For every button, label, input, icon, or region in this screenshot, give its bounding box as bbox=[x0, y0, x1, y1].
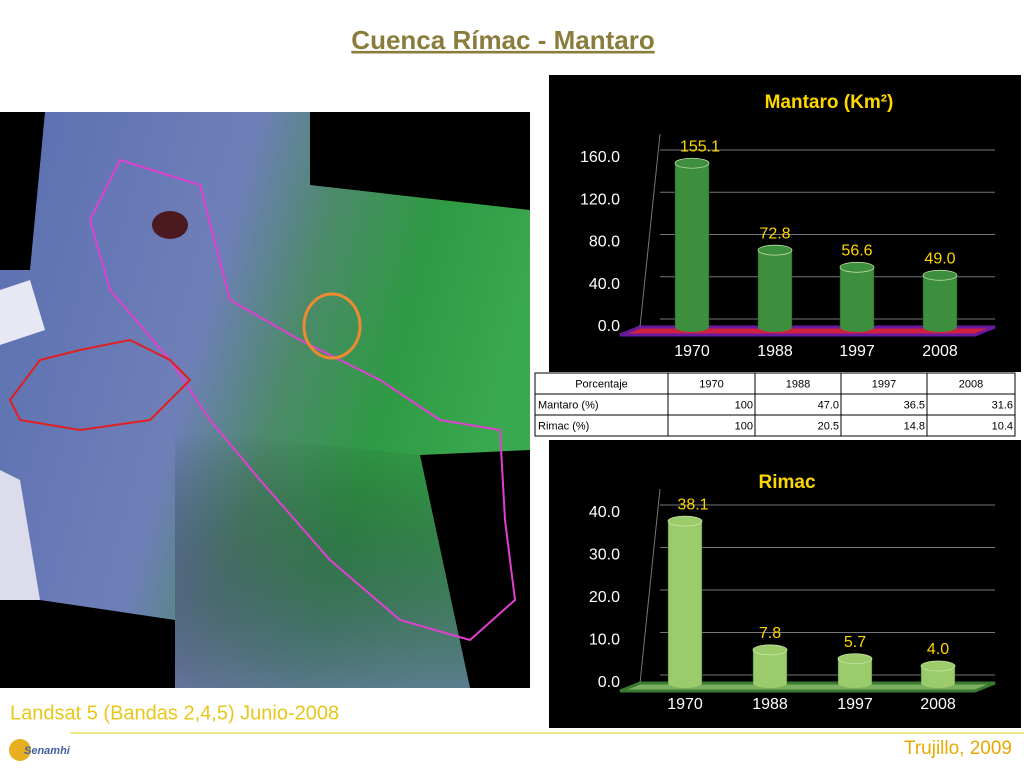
table-header: 1997 bbox=[872, 378, 896, 390]
bar-base bbox=[921, 678, 955, 688]
satellite-image bbox=[0, 112, 530, 688]
x-tick-label: 1988 bbox=[752, 696, 788, 713]
y-tick-label: 30.0 bbox=[589, 547, 620, 564]
value-label: 49.0 bbox=[924, 250, 955, 267]
bar-top bbox=[839, 261, 875, 273]
bar bbox=[839, 266, 875, 328]
bar-top bbox=[757, 244, 793, 256]
bar bbox=[674, 162, 710, 328]
y-tick-label: 10.0 bbox=[589, 632, 620, 649]
y-tick-label: 40.0 bbox=[589, 504, 620, 521]
bar-base bbox=[668, 678, 702, 688]
table-header: 1988 bbox=[786, 378, 810, 390]
bar-base bbox=[758, 322, 792, 332]
bar bbox=[757, 249, 793, 328]
chart-title: Rimac bbox=[758, 472, 815, 493]
bar-top bbox=[752, 644, 788, 656]
table-header: 1970 bbox=[699, 378, 723, 390]
bar bbox=[667, 520, 703, 684]
x-tick-label: 1970 bbox=[667, 696, 703, 713]
table-cell-text: Rimac (%) bbox=[538, 420, 589, 432]
table-header: 2008 bbox=[959, 378, 983, 390]
image-caption: Landsat 5 (Bandas 2,4,5) Junio-2008 bbox=[10, 702, 339, 724]
table-cell-text: 100 bbox=[735, 399, 753, 411]
table-cell-text: 31.6 bbox=[992, 399, 1013, 411]
bar-base bbox=[923, 322, 957, 332]
x-tick-label: 1988 bbox=[757, 343, 793, 360]
value-label: 155.1 bbox=[680, 138, 720, 155]
y-tick-label: 80.0 bbox=[589, 234, 620, 251]
bar-base bbox=[840, 322, 874, 332]
footer-text: Trujillo, 2009 bbox=[904, 738, 1012, 759]
bar-top bbox=[837, 653, 873, 665]
axis-wall bbox=[639, 488, 661, 684]
value-label: 4.0 bbox=[927, 641, 949, 658]
logo-text: Senamhi bbox=[24, 745, 71, 757]
table-cell-text: 36.5 bbox=[904, 399, 925, 411]
bar-base bbox=[753, 678, 787, 688]
y-tick-label: 40.0 bbox=[589, 276, 620, 293]
chart-floor bbox=[619, 325, 996, 337]
x-tick-label: 1970 bbox=[674, 343, 710, 360]
y-tick-label: 120.0 bbox=[580, 191, 620, 208]
axis-wall bbox=[639, 133, 661, 328]
x-tick-label: 1997 bbox=[839, 343, 875, 360]
value-label: 7.8 bbox=[759, 625, 781, 642]
chart-floor bbox=[619, 681, 996, 693]
x-tick-label: 2008 bbox=[920, 696, 956, 713]
table-header: Porcentaje bbox=[575, 378, 628, 390]
table-cell-text: 20.5 bbox=[818, 420, 839, 432]
bar-base bbox=[838, 678, 872, 688]
table-cell-text: Mantaro (%) bbox=[538, 399, 599, 411]
table-cell bbox=[926, 414, 1016, 437]
table-cell-text: 10.4 bbox=[992, 420, 1013, 432]
x-tick-label: 1997 bbox=[837, 696, 873, 713]
value-label: 38.1 bbox=[677, 496, 708, 513]
table-cell-text: 47.0 bbox=[818, 399, 839, 411]
y-tick-label: 20.0 bbox=[589, 589, 620, 606]
value-label: 72.8 bbox=[759, 225, 790, 242]
bar-top bbox=[922, 269, 958, 281]
table-cell-text: 100 bbox=[735, 420, 753, 432]
slide-title: Cuenca Rímac - Mantaro bbox=[351, 25, 654, 55]
y-tick-label: 160.0 bbox=[580, 149, 620, 166]
value-label: 5.7 bbox=[844, 634, 866, 651]
bar-base bbox=[675, 322, 709, 332]
value-label: 56.6 bbox=[841, 242, 872, 259]
x-tick-label: 2008 bbox=[922, 343, 958, 360]
bar-top bbox=[667, 515, 703, 527]
y-tick-label: 0.0 bbox=[598, 674, 620, 691]
y-tick-label: 0.0 bbox=[598, 318, 620, 335]
logo-icon bbox=[9, 739, 31, 761]
bar bbox=[922, 274, 958, 328]
bar-top bbox=[920, 660, 956, 672]
table-cell-text: 14.8 bbox=[904, 420, 925, 432]
bar-top bbox=[674, 157, 710, 169]
chart-title: Mantaro (Km²) bbox=[765, 92, 894, 113]
